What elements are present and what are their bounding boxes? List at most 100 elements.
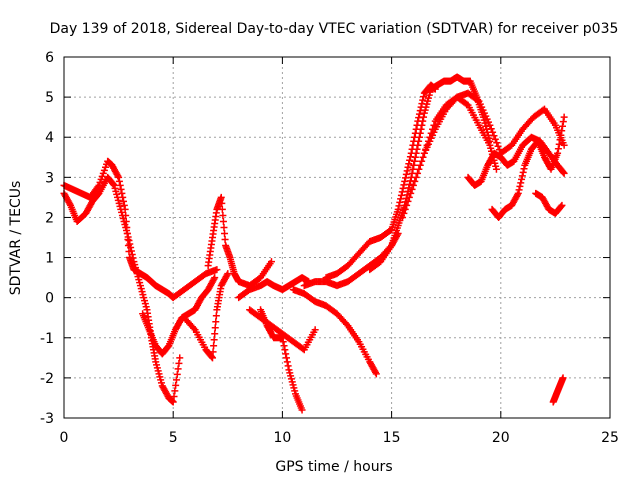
data-point-interp	[343, 320, 351, 328]
x-tick-label: 20	[492, 430, 510, 446]
data-point-interp	[401, 205, 409, 213]
data-point-interp	[414, 169, 422, 177]
tick-layer: 0 5 10 15 20 25 -3 -2 -1 0 1 2 3 4 5 6	[40, 50, 619, 446]
data-point-interp	[419, 96, 427, 104]
data-point	[224, 270, 232, 278]
data-point-interp	[403, 167, 411, 175]
data-point-interp	[487, 125, 495, 133]
data-point-interp	[412, 149, 420, 157]
data-point-interp	[208, 353, 216, 361]
data-point-interp	[172, 376, 180, 384]
data-point-interp	[430, 121, 438, 129]
data-point-interp	[223, 271, 231, 279]
series-sat-o	[464, 133, 568, 189]
data-point-interp	[173, 370, 181, 378]
data-point-interp	[124, 233, 132, 241]
data-point-interp	[117, 185, 125, 193]
data-point-interp	[219, 217, 227, 225]
x-tick-label: 5	[169, 430, 178, 446]
data-point-interp	[170, 392, 178, 400]
data-point-interp	[494, 142, 502, 150]
data-point-interp	[211, 330, 219, 338]
data-point-interp	[557, 202, 565, 210]
data-point-interp	[423, 141, 431, 149]
series-sat-h	[246, 306, 319, 354]
data-point	[558, 201, 566, 209]
data-point-interp	[109, 180, 117, 188]
data-point-interp	[409, 165, 417, 173]
data-point-interp	[559, 118, 567, 126]
y-tick-label: 3	[45, 170, 54, 186]
data-point-interp	[558, 127, 566, 135]
chart-title: Day 139 of 2018, Sidereal Day-to-day VTE…	[50, 21, 619, 37]
data-point-interp	[406, 180, 414, 188]
data-point-interp	[557, 131, 565, 139]
data-point-interp	[282, 350, 290, 358]
data-point-interp	[405, 193, 413, 201]
data-point-interp	[174, 365, 182, 373]
data-point-interp	[415, 165, 423, 173]
data-point	[213, 266, 221, 274]
data-point-interp	[412, 173, 420, 181]
x-axis-label: GPS time / hours	[275, 459, 392, 475]
data-point	[115, 173, 123, 181]
data-point-interp	[405, 160, 413, 168]
data-point-interp	[129, 254, 137, 262]
data-point-interp	[282, 354, 290, 362]
data-point-interp	[120, 197, 128, 205]
points-layer	[60, 73, 568, 414]
data-point-interp	[559, 168, 567, 176]
data-point-interp	[410, 161, 418, 169]
data-point-interp	[210, 336, 218, 344]
series-sat-b	[60, 173, 184, 406]
data-point	[420, 149, 428, 157]
data-point	[311, 326, 319, 334]
data-point-interp	[556, 136, 564, 144]
data-point-interp	[211, 324, 219, 332]
data-point	[554, 149, 562, 157]
data-point-interp	[120, 201, 128, 209]
y-tick-label: -1	[40, 331, 54, 347]
data-point-interp	[518, 172, 526, 180]
data-point-interp	[175, 359, 183, 367]
data-point-interp	[405, 184, 413, 192]
data-point-interp	[513, 191, 521, 199]
data-point-interp	[220, 223, 228, 231]
data-point-interp	[284, 362, 292, 370]
data-point-interp	[489, 128, 497, 136]
data-point-interp	[212, 312, 220, 320]
data-point-interp	[212, 318, 220, 326]
series-sat-q	[532, 189, 566, 217]
series-sat-l	[366, 73, 494, 274]
data-point-interp	[221, 236, 229, 244]
data-point-interp	[429, 125, 437, 133]
y-tick-label: 5	[45, 90, 54, 106]
data-point-interp	[218, 199, 226, 207]
data-point-interp	[519, 168, 527, 176]
data-point	[298, 406, 306, 414]
data-point	[560, 113, 568, 121]
data-point-interp	[404, 163, 412, 171]
data-point-interp	[416, 161, 424, 169]
data-point-interp	[386, 226, 394, 234]
data-point	[399, 213, 407, 221]
data-point-interp	[190, 324, 198, 332]
data-point-interp	[371, 368, 379, 376]
grid-layer	[64, 57, 610, 418]
data-point-interp	[280, 342, 288, 350]
data-point-interp	[420, 113, 428, 121]
data-point-interp	[419, 117, 427, 125]
y-tick-label: 2	[45, 210, 54, 226]
data-point-interp	[403, 201, 411, 209]
data-point-interp	[172, 381, 180, 389]
data-point-interp	[218, 205, 226, 213]
data-point	[414, 141, 422, 149]
data-point-interp	[127, 244, 135, 252]
data-point	[169, 398, 177, 406]
series-sat-d	[204, 193, 275, 290]
data-point-interp	[115, 177, 123, 185]
data-point-interp	[463, 100, 471, 108]
data-point-interp	[221, 229, 229, 237]
data-point-interp	[114, 172, 122, 180]
data-point-interp	[66, 200, 74, 208]
